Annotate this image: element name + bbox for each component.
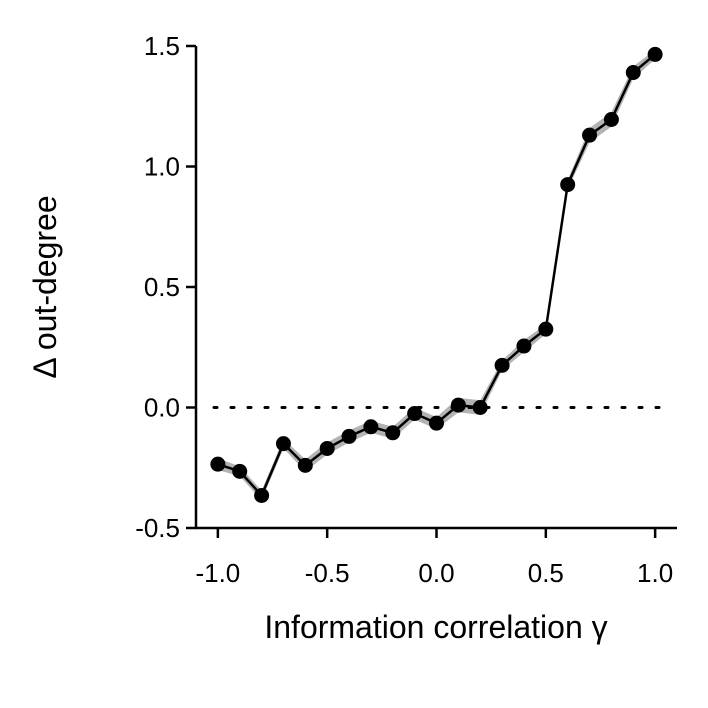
x-tick-label: -0.5 — [305, 558, 350, 588]
x-tick-label: 1.0 — [637, 558, 673, 588]
data-point — [450, 397, 466, 413]
x-tick-label: 0.0 — [418, 558, 454, 588]
data-point — [297, 457, 313, 473]
data-point — [407, 406, 423, 422]
x-tick-label: 0.5 — [528, 558, 564, 588]
x-axis-label: Information correlation γ — [264, 609, 607, 645]
error-band-layer — [217, 49, 656, 501]
data-point — [319, 440, 335, 456]
y-tick-label: 1.5 — [144, 31, 180, 61]
x-tick-label: -1.0 — [195, 558, 240, 588]
data-point — [625, 65, 641, 81]
data-point — [647, 46, 663, 62]
data-point — [232, 463, 248, 479]
y-tick-label: 0.5 — [144, 272, 180, 302]
data-point — [582, 127, 598, 143]
data-point — [254, 487, 270, 503]
y-tick-label: -0.5 — [135, 513, 180, 543]
data-point — [210, 456, 226, 472]
y-tick-label: 0.0 — [144, 393, 180, 423]
data-point — [560, 177, 576, 193]
y-tick-label: 1.0 — [144, 152, 180, 182]
axes: -0.5 0.0 0.5 1.0 1.5 -1.0 -0.5 0.0 0.5 1.0 — [135, 31, 677, 588]
data-point — [516, 338, 532, 354]
series-point-layer — [210, 46, 663, 503]
data-point — [385, 425, 401, 441]
y-axis-label: Δ out-degree — [27, 195, 63, 378]
data-point — [429, 415, 444, 431]
data-point — [494, 357, 510, 373]
data-point — [603, 112, 619, 128]
data-point — [538, 321, 554, 337]
data-point — [341, 428, 357, 444]
data-point — [363, 419, 379, 435]
error-band-0 — [217, 49, 656, 501]
data-point — [472, 400, 488, 415]
data-point — [275, 436, 291, 452]
